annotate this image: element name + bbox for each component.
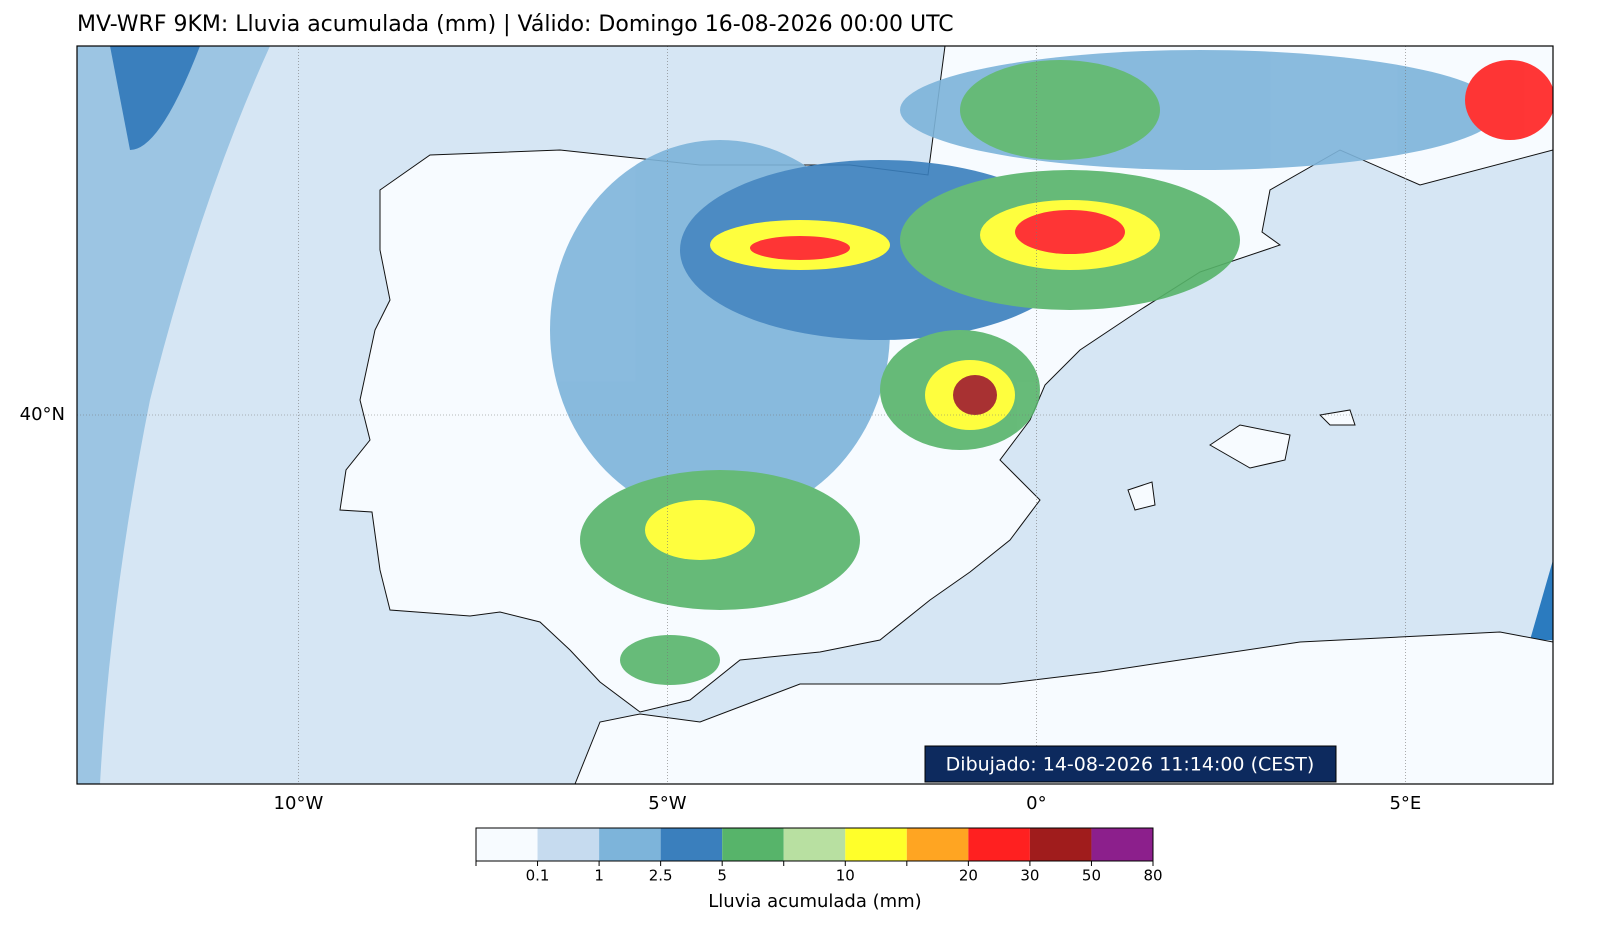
x-tick-label: 5°W — [648, 793, 686, 814]
annotation: Dibujado: 14-08-2026 11:14:00 (CEST) — [946, 754, 1315, 776]
colorbar-swatch — [1029, 828, 1092, 861]
y-tick-label: 40°N — [20, 404, 65, 425]
colorbar-label: Lluvia acumulada (mm) — [708, 891, 921, 912]
colorbar-swatch — [537, 828, 600, 861]
colorbar-tick-label: 5 — [717, 867, 727, 885]
colorbar-tick-label: 80 — [1143, 867, 1162, 885]
x-tick-label: 5°E — [1389, 793, 1421, 814]
colorbar-tick-label: 30 — [1020, 867, 1039, 885]
island — [1318, 409, 1356, 426]
colorbar-swatch — [476, 828, 538, 861]
rain-area — [953, 375, 997, 415]
colorbar-swatch — [783, 828, 846, 861]
colorbar-swatch — [845, 828, 907, 861]
rain-field — [110, 46, 200, 150]
rain-areas — [550, 50, 1553, 685]
rain-field — [1530, 560, 1553, 640]
x-tick-label: 10°W — [274, 793, 324, 814]
colorbar-swatch — [968, 828, 1030, 861]
colorbar-tick-label: 50 — [1082, 867, 1101, 885]
rain-area — [620, 635, 720, 685]
colorbar-swatch — [599, 828, 661, 861]
map-frame — [76, 45, 1554, 785]
colorbar-tick-label: 10 — [836, 867, 855, 885]
rain-field — [77, 46, 270, 784]
colorbar-tick-label: 2.5 — [649, 867, 673, 885]
annotation-box — [924, 745, 1337, 783]
rain-area — [1465, 60, 1553, 140]
colorbar-tick-label: 20 — [959, 867, 978, 885]
island — [1209, 424, 1291, 469]
colorbar-swatch — [1091, 828, 1153, 861]
graticule — [77, 46, 1553, 784]
rain-area — [645, 500, 755, 560]
colorbar-tick-label: 1 — [594, 867, 604, 885]
x-tick-label: 0° — [1026, 793, 1046, 814]
map — [77, 46, 1553, 784]
colorbar-swatch — [906, 828, 969, 861]
rain-area — [960, 60, 1160, 160]
colorbar-swatch — [660, 828, 723, 861]
colorbar-frame — [475, 827, 1154, 862]
colorbar-swatch — [722, 828, 784, 861]
rain-area — [750, 236, 850, 260]
island — [1127, 481, 1156, 511]
colorbar-tick-label: 0.1 — [526, 867, 550, 885]
chart-title: MV-WRF 9KM: Lluvia acumulada (mm) | Váli… — [77, 12, 954, 37]
rain-area — [1015, 210, 1125, 254]
